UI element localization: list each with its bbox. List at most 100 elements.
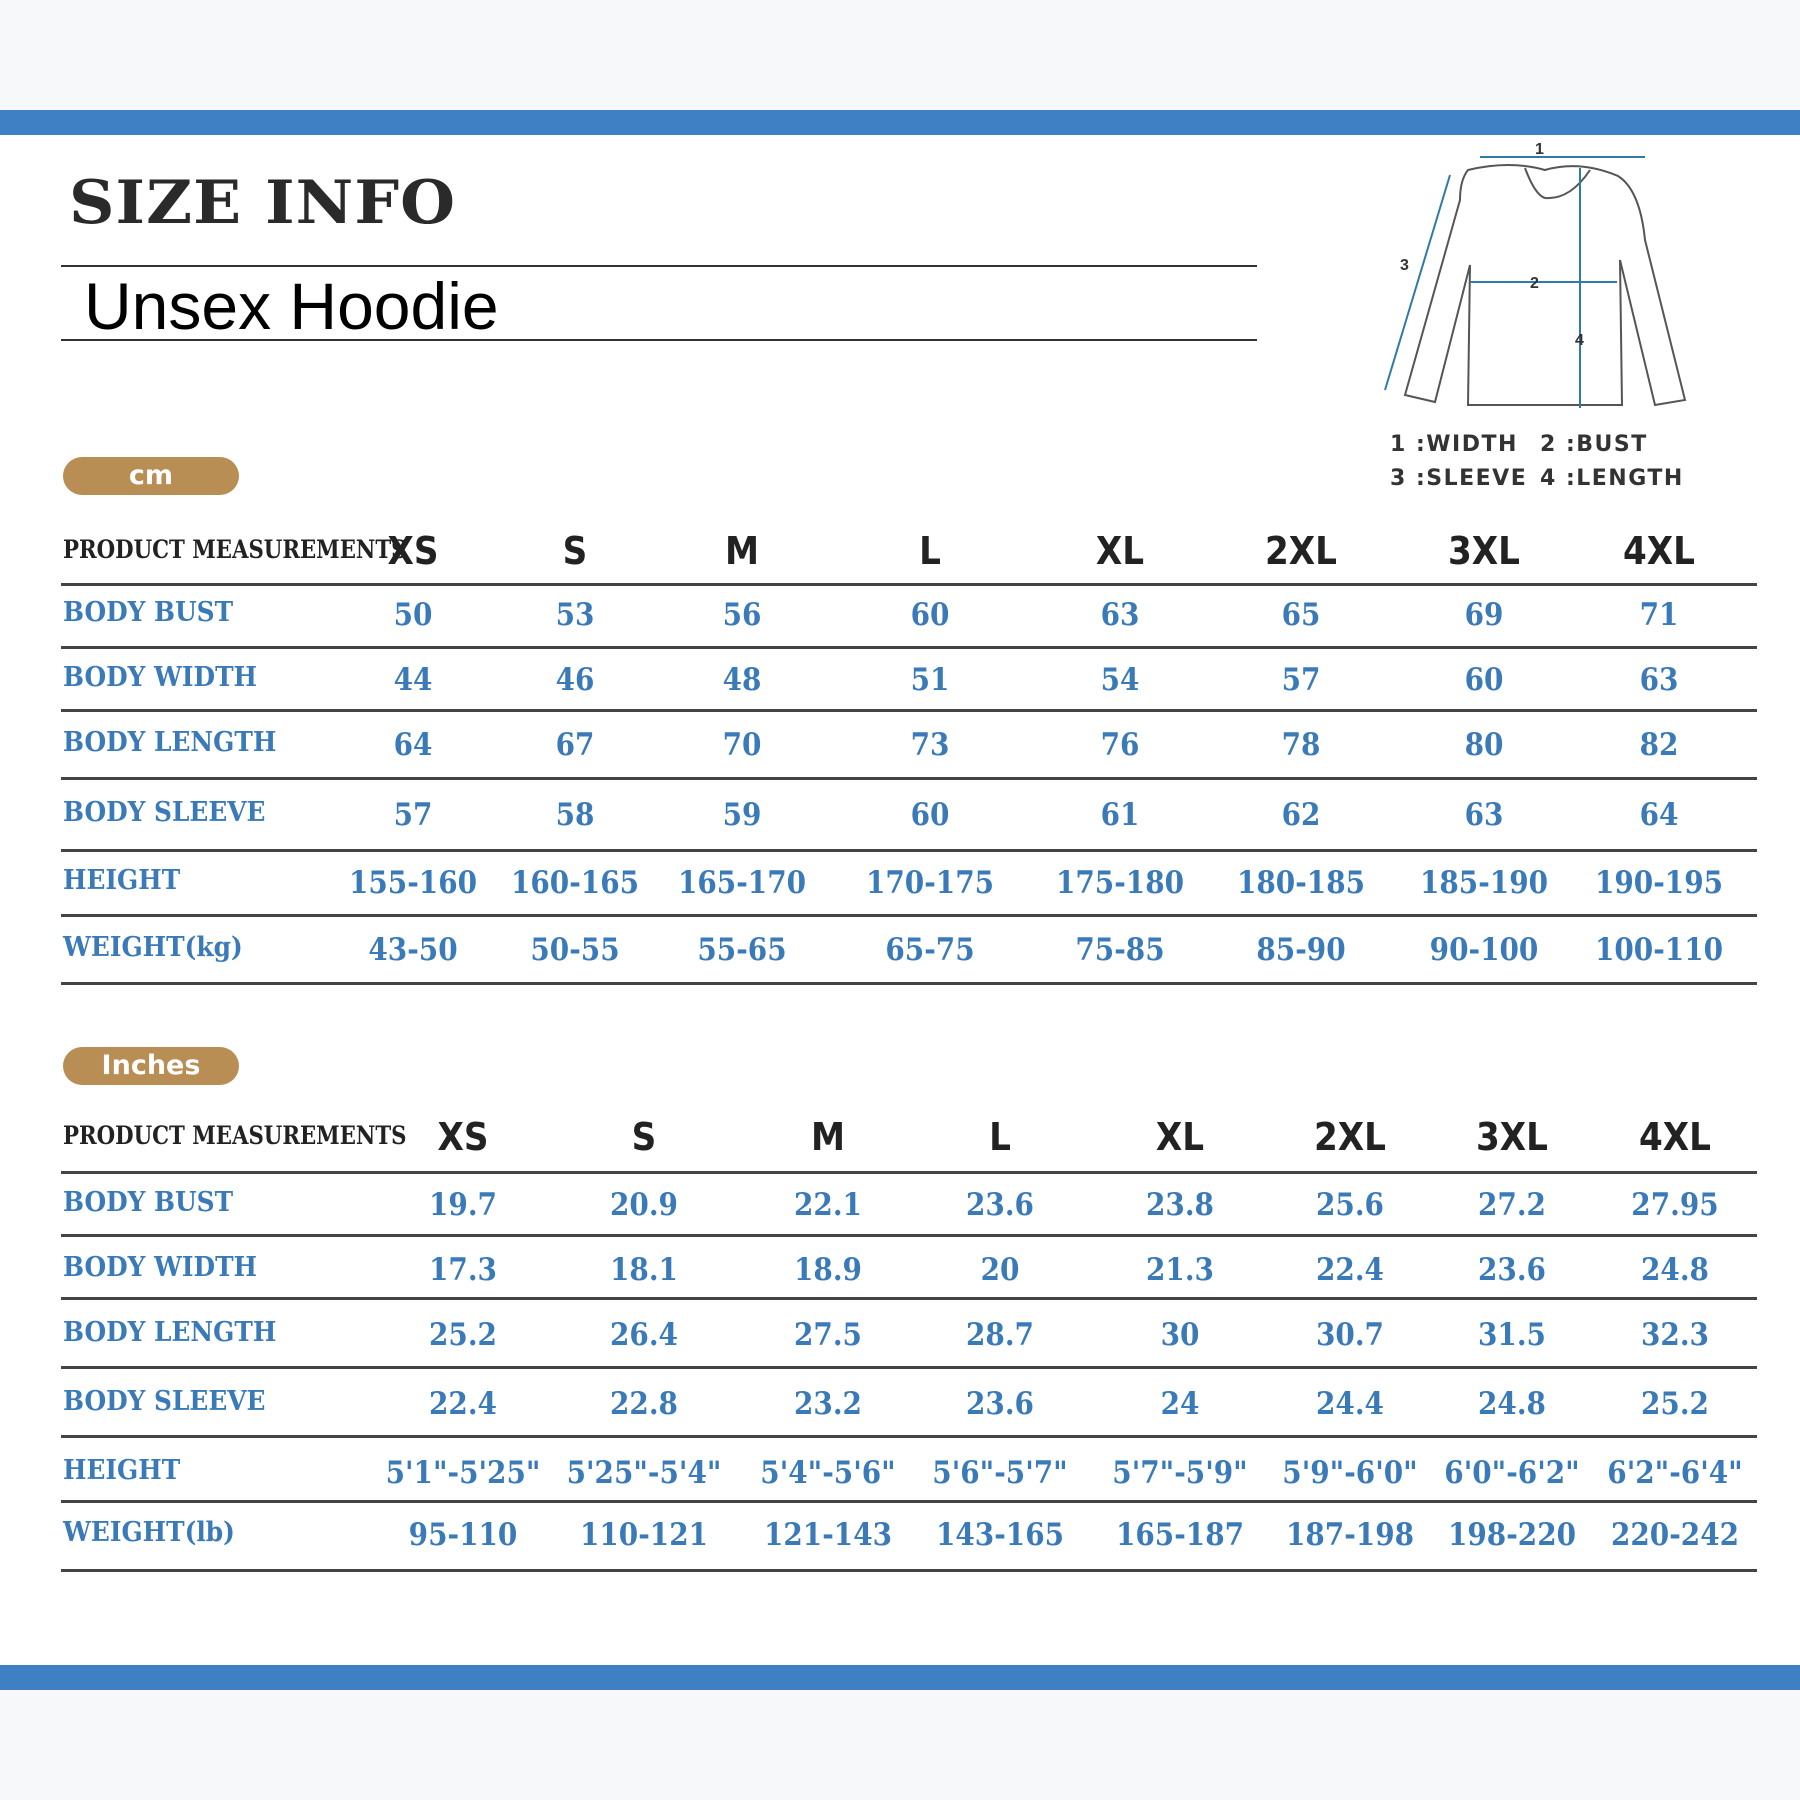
row-label: WEIGHT(kg) [63,932,243,963]
size-header-s: S [562,529,588,573]
size-header-m: M [724,529,760,573]
table-cell: 80 [1464,727,1504,763]
diagram-label: 4 [1575,332,1584,349]
table-cell: 5'7"-5'9" [1112,1455,1248,1491]
row-divider [61,1435,1757,1438]
table-cell: 165-187 [1115,1517,1245,1553]
row-label: HEIGHT [63,865,181,896]
row-label: BODY BUST [63,597,234,628]
table-cell: 63 [1464,797,1504,833]
table-cell: 73 [910,727,950,763]
table-cell: 110-121 [579,1517,709,1553]
table-cell: 165-170 [677,865,807,901]
size-header-2xl: 2XL [1265,529,1337,573]
table-cell: 25.6 [1316,1187,1384,1223]
table-cell: 60 [1464,662,1504,698]
table-cell: 71 [1639,597,1679,633]
table-cell: 60 [910,597,950,633]
table-cell: 6'2"-6'4" [1607,1455,1743,1491]
table-cell: 64 [393,727,433,763]
table-cell: 23.6 [966,1187,1034,1223]
table-cell: 59 [722,797,762,833]
table-cell: 6'0"-6'2" [1444,1455,1580,1491]
row-divider [61,1234,1757,1237]
table-cell: 63 [1100,597,1140,633]
table-cell: 187-198 [1285,1517,1415,1553]
table-cell: 175-180 [1055,865,1185,901]
table-cell: 198-220 [1447,1517,1577,1553]
table-cell: 65 [1281,597,1321,633]
table-cell: 64 [1639,797,1679,833]
table-cell: 17.3 [429,1252,497,1288]
row-label: BODY LENGTH [63,727,277,758]
table-cell: 50 [393,597,433,633]
row-divider [61,914,1757,917]
size-header-m: M [810,1115,846,1159]
table-cell: 31.5 [1478,1317,1546,1353]
table-cell: 95-110 [408,1517,518,1553]
table-cell: 51 [910,662,950,698]
size-header-xl: XL [1095,529,1145,573]
legend-sleeve: 3 :SLEEVE [1390,466,1528,491]
row-label: WEIGHT(lb) [63,1517,235,1548]
table-cell: 100-110 [1594,932,1724,968]
table-cell: 70 [722,727,762,763]
table-cell: 67 [555,727,595,763]
table-cell: 5'9"-6'0" [1282,1455,1418,1491]
row-divider [61,709,1757,712]
table-cell: 57 [393,797,433,833]
size-header-l: L [989,1115,1011,1159]
table-cell: 78 [1281,727,1321,763]
size-header-s: S [631,1115,657,1159]
size-header-xl: XL [1155,1115,1205,1159]
table-cell: 27.2 [1478,1187,1546,1223]
table-cell: 20 [980,1252,1020,1288]
row-label: HEIGHT [63,1455,181,1486]
legend-length: 4 :LENGTH [1540,466,1684,491]
table-cell: 27.5 [794,1317,862,1353]
table-cell: 23.2 [794,1386,862,1422]
size-header-l: L [919,529,941,573]
row-label: BODY SLEEVE [63,1386,266,1417]
row-label: BODY LENGTH [63,1317,277,1348]
table-cell: 44 [393,662,433,698]
table-cell: 180-185 [1236,865,1366,901]
legend-width: 1 :WIDTH [1390,432,1518,457]
header-label: PRODUCT MEASUREMENTS [63,1121,407,1150]
table-cell: 23.6 [966,1386,1034,1422]
table-cell: 155-160 [348,865,478,901]
garment-diagram: 1 2 3 4 [1384,141,1687,408]
row-divider [61,777,1757,780]
table-cell: 56 [722,597,762,633]
table-cell: 25.2 [1641,1386,1709,1422]
divider [61,265,1257,267]
table-cell: 69 [1464,597,1504,633]
table-cell: 20.9 [610,1187,678,1223]
table-cell: 23.8 [1146,1187,1214,1223]
table-cell: 90-100 [1429,932,1539,968]
table-cell: 76 [1100,727,1140,763]
diagram-label: 1 [1535,141,1544,158]
table-cell: 24 [1160,1386,1200,1422]
size-header-4xl: 4XL [1623,529,1695,573]
table-cell: 5'6"-5'7" [932,1455,1068,1491]
table-cell: 61 [1100,797,1140,833]
table-cell: 22.8 [610,1386,678,1422]
table-cell: 143-165 [935,1517,1065,1553]
diagram-label: 2 [1530,275,1539,292]
table-cell: 160-165 [510,865,640,901]
row-label: BODY BUST [63,1187,234,1218]
size-header-2xl: 2XL [1314,1115,1386,1159]
table-cell: 19.7 [429,1187,497,1223]
row-divider [61,849,1757,852]
table-cell: 27.95 [1631,1187,1719,1223]
row-divider [61,1569,1757,1572]
size-header-xs: XS [387,529,439,573]
table-cell: 170-175 [865,865,995,901]
table-cell: 26.4 [610,1317,678,1353]
size-header-3xl: 3XL [1448,529,1520,573]
row-divider [61,1366,1757,1369]
table-cell: 82 [1639,727,1679,763]
table-cell: 57 [1281,662,1321,698]
table-cell: 18.9 [794,1252,862,1288]
